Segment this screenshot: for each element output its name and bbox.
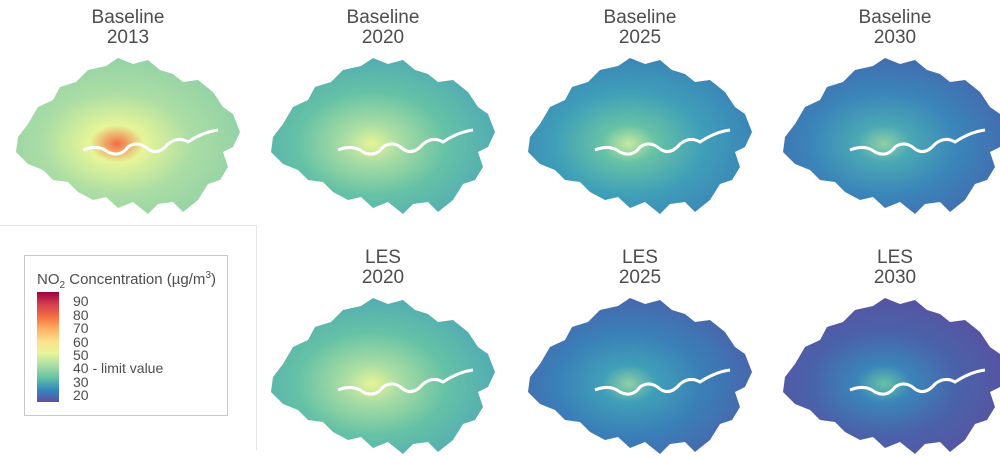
legend-frame — [0, 225, 257, 450]
map-panel: Baseline 2025 — [515, 7, 765, 214]
legend-tick: 20 — [73, 387, 89, 404]
color-legend: NO2 Concentration (µg/m3) 90 80 70 60 50 40 -… — [24, 255, 228, 416]
map-panel: LES 2030 — [770, 247, 1000, 454]
london-area — [271, 298, 495, 454]
color-bar — [37, 292, 59, 402]
panel-scenario: Baseline — [858, 7, 932, 28]
legend-title: NO2 Concentration (µg/m3) — [37, 270, 216, 291]
panel-scenario: Baseline — [603, 7, 677, 28]
legend-tick: 90 — [73, 293, 89, 310]
panel-year: 2025 — [618, 27, 662, 48]
no2-map — [528, 298, 752, 454]
map-panel: Baseline 2030 — [770, 7, 1000, 214]
legend-tick: 40 - limit value — [73, 360, 164, 377]
panel-scenario: LES — [877, 247, 913, 268]
no2-map — [271, 298, 495, 454]
legend-tick: 60 — [73, 333, 89, 350]
london-area — [16, 58, 240, 214]
legend-tick: 70 — [73, 320, 89, 337]
no2-map — [271, 58, 495, 214]
no2-map — [528, 58, 752, 214]
legend-tick: 50 — [73, 347, 89, 364]
no2-map — [783, 58, 1000, 214]
panel-year: 2030 — [873, 267, 917, 288]
london-area — [271, 58, 495, 214]
panel-scenario: LES — [365, 247, 401, 268]
panel-scenario: Baseline — [346, 7, 420, 28]
legend-tick: 80 — [73, 306, 89, 323]
panel-year: 2020 — [361, 27, 405, 48]
map-panel: LES 2020 — [258, 247, 508, 454]
legend-tick: 30 — [73, 373, 89, 390]
map-panel: Baseline 2020 — [258, 7, 508, 214]
no2-map — [16, 58, 240, 214]
london-area — [528, 298, 752, 454]
panel-scenario: Baseline — [91, 7, 165, 28]
panel-year: 2030 — [873, 27, 917, 48]
map-panel: Baseline 2013 — [3, 7, 253, 214]
panel-year: 2013 — [106, 27, 150, 48]
panel-year: 2025 — [618, 267, 662, 288]
panel-scenario: LES — [622, 247, 658, 268]
panel-year: 2020 — [361, 267, 405, 288]
london-area — [528, 58, 752, 214]
no2-map — [783, 298, 1000, 454]
map-panel: LES 2025 — [515, 247, 765, 454]
